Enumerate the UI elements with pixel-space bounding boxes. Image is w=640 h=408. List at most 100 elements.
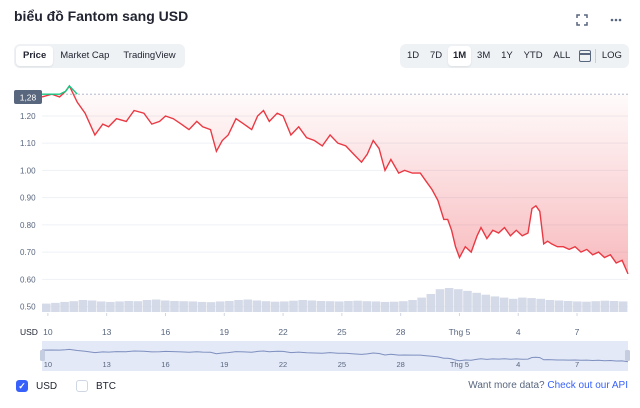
volume-bar	[161, 300, 170, 312]
view-tabs: Price Market Cap TradingView	[14, 44, 185, 68]
range-all[interactable]: ALL	[553, 50, 571, 61]
volume-bar	[142, 300, 152, 312]
range-tabs: 1D 7D 1M 3M 1Y YTD ALL LOG	[400, 44, 629, 68]
current-price-tag: 1,28	[14, 90, 42, 104]
volume-bar	[325, 301, 335, 312]
more-icon[interactable]	[608, 12, 624, 28]
usd-checkbox[interactable]: ✓	[16, 380, 28, 392]
volume-bar	[554, 300, 564, 312]
x-tick-label: 13	[102, 327, 112, 337]
navigator-line	[41, 348, 629, 363]
volume-bar	[582, 301, 591, 312]
volume-bar	[499, 297, 509, 312]
calendar-icon[interactable]	[579, 50, 592, 62]
volume-bar	[389, 301, 399, 312]
y-tick-label: 0.80	[20, 221, 36, 230]
volume-bar	[435, 289, 445, 312]
range-ytd[interactable]: YTD	[523, 50, 543, 61]
tab-market-cap[interactable]: Market Cap	[60, 50, 110, 61]
navigator[interactable]: 10 13 16 19 22 25 28 Thg 5 4 7	[40, 341, 630, 371]
price-line-up	[42, 84, 78, 95]
volume-bar	[261, 301, 271, 312]
volume-bar	[399, 301, 408, 312]
x-tick-label: Thg 5	[449, 327, 471, 337]
volume-bar	[206, 302, 216, 312]
volume-bar	[42, 303, 51, 312]
usd-toggle[interactable]: ✓ USD	[16, 380, 57, 392]
y-tick-label: 1.00	[20, 166, 36, 175]
y-tick-label: 0.90	[20, 194, 36, 203]
volume-bar	[170, 300, 179, 312]
volume-bar	[115, 301, 124, 312]
volume-bar	[426, 294, 436, 312]
navigator-handle-left[interactable]	[40, 350, 45, 361]
range-7d[interactable]: 7D	[430, 50, 443, 61]
volume-bar	[518, 297, 527, 312]
api-link[interactable]: Check out our API	[547, 380, 628, 391]
volume-bar	[69, 301, 79, 312]
current-price-label: 1,28	[20, 93, 37, 103]
volume-bar	[454, 289, 463, 312]
y-tick-label: 1.20	[20, 112, 36, 121]
x-tick-label: 4	[516, 327, 521, 337]
volume-bar	[179, 301, 188, 312]
x-tick-label: 22	[278, 327, 288, 337]
navigator-tick-label: 7	[575, 360, 579, 369]
navigator-tick-label: 16	[161, 360, 169, 369]
range-1d[interactable]: 1D	[407, 50, 420, 61]
range-1m[interactable]: 1M	[448, 46, 472, 66]
btc-checkbox[interactable]	[76, 380, 88, 392]
navigator-handle-right[interactable]	[625, 350, 630, 361]
x-tick-label: 16	[161, 327, 171, 337]
volume-bar	[124, 300, 133, 312]
tab-price[interactable]: Price	[16, 46, 54, 66]
navigator-tick-label: Thg 5	[450, 360, 469, 369]
fullscreen-icon[interactable]	[574, 12, 590, 28]
y-tick-label: 0.50	[20, 303, 36, 312]
x-axis: 10 13 16 19 22 25 28 Thg 5 4 7	[43, 313, 580, 337]
tab-tradingview[interactable]: TradingView	[123, 50, 176, 61]
navigator-tick-label: 13	[103, 360, 111, 369]
volume-bar	[380, 301, 390, 312]
volume-bar	[225, 300, 234, 312]
x-tick-label: 25	[337, 327, 347, 337]
range-3m[interactable]: 3M	[477, 50, 491, 61]
range-1y[interactable]: 1Y	[501, 50, 513, 61]
chart-title: biểu đồ Fantom sang USD	[14, 8, 189, 24]
usd-label: USD	[36, 380, 58, 392]
volume-bar	[591, 301, 600, 312]
volume-bar	[197, 301, 207, 312]
price-line-down	[41, 84, 629, 275]
volume-bar	[527, 298, 536, 312]
axis-unit-label: USD	[20, 327, 38, 337]
x-tick-label: 10	[43, 327, 53, 337]
navigator-tick-label: 10	[44, 360, 52, 369]
volume-bar	[243, 299, 252, 312]
y-tick-label: 0.70	[20, 248, 36, 257]
x-tick-label: 7	[575, 327, 580, 337]
grid-lines	[42, 115, 628, 308]
y-tick-label: 1.10	[20, 139, 36, 148]
volume-bar	[60, 301, 69, 312]
price-area-fill	[42, 94, 628, 274]
volume-bar	[344, 300, 353, 312]
volume-bar	[51, 302, 60, 312]
volume-bar	[563, 300, 573, 312]
navigator-tick-label: 22	[279, 360, 287, 369]
volume-bar	[252, 300, 262, 312]
volume-bar	[353, 300, 362, 312]
btc-toggle[interactable]: BTC	[76, 380, 116, 392]
volume-bar	[280, 301, 289, 312]
volume-bar	[289, 300, 298, 312]
volume-bar	[371, 301, 381, 312]
x-tick-label: 28	[396, 327, 406, 337]
volume-bar	[536, 298, 545, 312]
price-chart[interactable]: 0.500.600.700.800.901.001.101.20 10 13 16 1…	[0, 80, 640, 380]
btc-label: BTC	[96, 380, 116, 392]
log-scale-button[interactable]: LOG	[601, 50, 622, 61]
volume-bar	[335, 301, 344, 312]
volume-bar	[609, 300, 619, 312]
volume-bar	[490, 296, 500, 312]
volume-bar	[362, 301, 372, 312]
navigator-tick-label: 19	[220, 360, 228, 369]
